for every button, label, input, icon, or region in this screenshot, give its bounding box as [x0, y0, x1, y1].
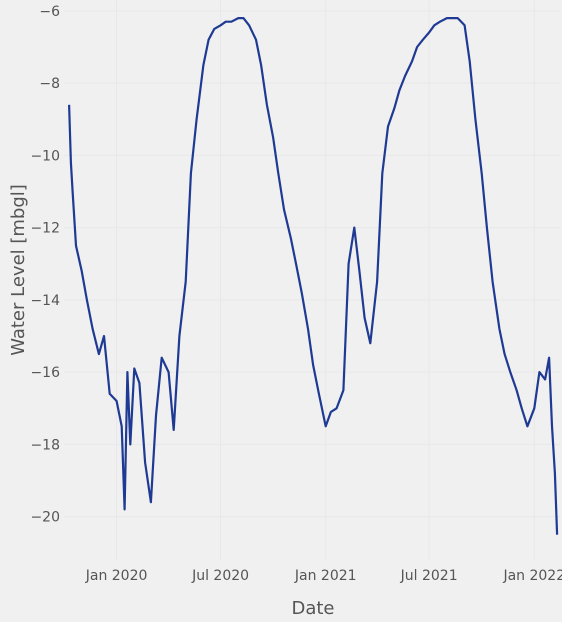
y-tick-label: −12 [30, 221, 60, 237]
x-tick-labels: Jan 2020 Jul 2020 Jan 2021 Jul 2021 Jan 2022 [85, 568, 562, 584]
y-axis-title: Water Level [mbgl] [8, 184, 29, 356]
y-tick-labels: −6 −8 −10 −12 −14 −16 −18 −20 [30, 4, 60, 526]
series-layer [68, 17, 559, 535]
x-tick-label: Jan 2020 [85, 568, 148, 584]
y-tick-label: −10 [30, 148, 60, 164]
water-level-series-line [68, 17, 559, 535]
x-tick-label: Jan 2022 [502, 568, 562, 584]
x-tick-label: Jul 2021 [400, 568, 458, 584]
y-tick-label: −8 [39, 76, 60, 92]
x-tick-label: Jul 2020 [191, 568, 249, 584]
y-tick-label: −18 [30, 437, 60, 453]
y-tick-label: −20 [30, 510, 60, 526]
x-tick-label: Jan 2021 [294, 568, 357, 584]
y-tick-label: −16 [30, 365, 60, 381]
y-tick-label: −6 [39, 4, 60, 20]
x-axis-title: Date [291, 598, 334, 619]
y-tick-label: −14 [30, 293, 60, 309]
grid-lines [64, 0, 560, 560]
